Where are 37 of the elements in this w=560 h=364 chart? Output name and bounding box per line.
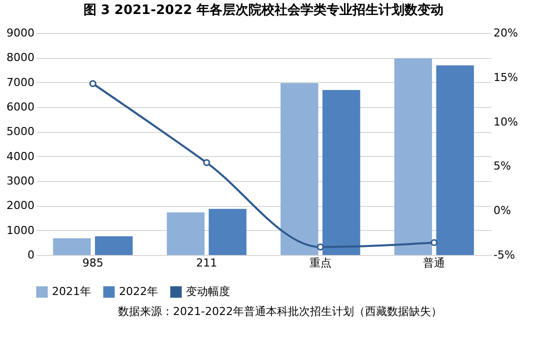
y-tick-label: 3000 (6, 174, 34, 188)
y-tick-label: 4000 (6, 150, 34, 163)
y2-tick-label: -5% (494, 248, 515, 262)
y-tick-label: 2000 (6, 199, 34, 212)
x-tick-label: 重点 (309, 256, 332, 270)
point (430, 239, 438, 246)
y2-tick-label: 15% (494, 70, 518, 84)
y-tick-label: 1000 (6, 224, 34, 237)
bar (394, 58, 432, 255)
source-note: 数据来源：2021-2022年普通本科批次招生计划（西藏数据缺失） (117, 304, 443, 319)
point (89, 80, 96, 88)
bar (166, 212, 205, 255)
bar (208, 208, 246, 255)
bar (436, 65, 474, 255)
y-tick-label: 7000 (6, 76, 34, 89)
y2-tick-label: 10% (494, 115, 518, 128)
y-tick-label: 9000 (6, 26, 34, 40)
bar (280, 83, 318, 255)
point (203, 159, 210, 166)
y-tick-label: 5000 (6, 125, 34, 138)
y-tick-label: 0 (28, 248, 34, 262)
bar (322, 90, 360, 255)
legend-label: 2022年 (119, 285, 158, 298)
y2-tick-label: 5% (494, 160, 511, 173)
x-tick-label: 普通 (423, 256, 446, 270)
x-tick-label: 211 (196, 256, 218, 270)
y-tick-label: 8000 (6, 51, 34, 64)
y2-tick-label: 0% (494, 204, 511, 218)
bar (53, 238, 91, 255)
legend-label: 2021年 (52, 285, 91, 298)
point (316, 244, 324, 250)
chart-title: 图 3 2021-2022 年各层次院校社会学类专业招生计划数变动 (83, 2, 444, 18)
bar (94, 236, 133, 255)
legend-label: 变动幅度 (186, 285, 230, 298)
x-tick-label: 985 (82, 256, 104, 270)
y2-tick-label: 20% (494, 26, 518, 40)
y-tick-label: 6000 (6, 100, 34, 114)
